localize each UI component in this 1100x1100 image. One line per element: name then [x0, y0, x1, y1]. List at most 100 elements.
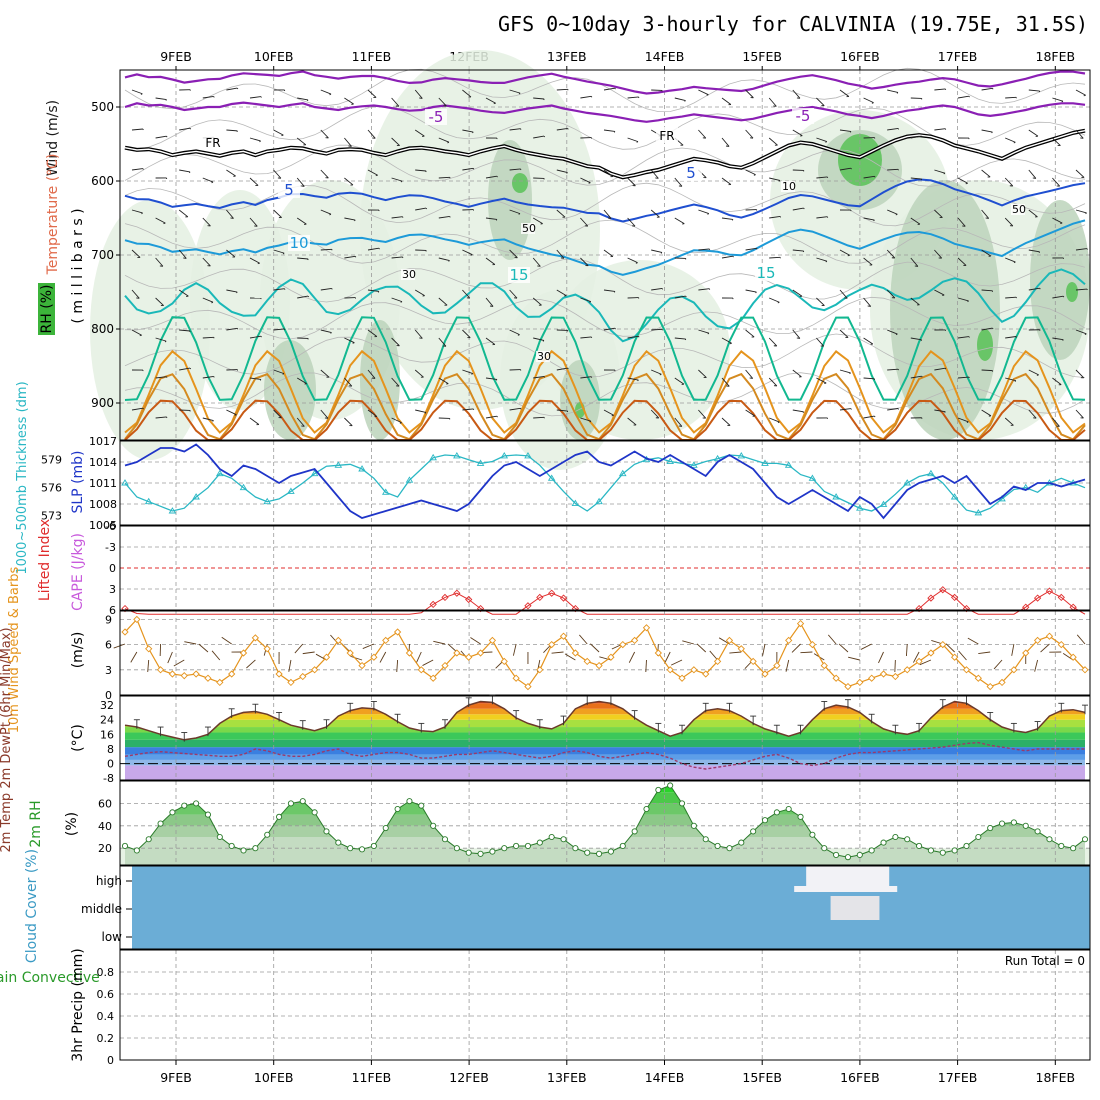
lifted-index-marker	[1057, 593, 1065, 602]
wind10m-marker	[915, 657, 923, 666]
temp-band	[125, 754, 1085, 760]
thickness-marker	[974, 508, 983, 516]
lifted-index-marker	[548, 589, 556, 597]
wind-barb	[651, 369, 662, 375]
date-label-bottom: 10FEB	[254, 1070, 294, 1085]
ylabel-temp2m-units: (°C)	[70, 724, 86, 752]
wind-barb	[674, 417, 683, 427]
wind-barb	[556, 409, 568, 412]
wind-barb	[1028, 249, 1040, 253]
wind-barb	[839, 167, 851, 171]
wind10m-barb	[838, 643, 849, 653]
li-tick: 0	[109, 562, 116, 575]
wind10m-marker	[583, 657, 591, 666]
wind-barb-flag	[354, 219, 356, 222]
wind10m-marker	[370, 653, 378, 661]
wind-barb	[792, 207, 804, 211]
wind-barb-flag	[449, 216, 451, 218]
rh2m-line	[124, 784, 1086, 858]
wind-barb	[792, 369, 802, 378]
wind10m-marker	[820, 661, 828, 670]
wind-barb	[226, 87, 238, 91]
lifted-index-marker	[453, 589, 461, 597]
wind-barb	[485, 415, 497, 419]
wind-barb	[226, 129, 238, 132]
wind-barb	[344, 177, 354, 186]
wind-barb	[179, 367, 191, 371]
wind-barb	[1052, 337, 1064, 341]
wind-barb	[934, 249, 943, 259]
rh2m-marker	[335, 839, 342, 846]
wind-barb	[202, 375, 214, 379]
wind-barb	[650, 409, 660, 419]
wind-barb	[1028, 89, 1040, 92]
temp2m-tick: 32	[100, 699, 114, 712]
wind-barb-flag	[921, 375, 923, 378]
temp-band-group	[125, 701, 1085, 780]
date-label-top: 18FEB	[1036, 49, 1076, 64]
wind-barb	[627, 96, 639, 99]
rh2m-grid	[120, 781, 1090, 865]
wind-barb	[155, 97, 167, 101]
rh2m-marker	[702, 836, 709, 843]
wind10m-barb	[791, 643, 801, 653]
wind-barb	[934, 88, 946, 91]
lifted-index-marker	[441, 593, 449, 602]
rh2m-marker	[370, 842, 377, 850]
pressure-ticks: 500 600 700 800 900	[91, 100, 120, 410]
temp-band	[125, 739, 1085, 748]
wind-barb-flag	[1060, 222, 1063, 225]
wind-barb-flag	[377, 291, 380, 293]
wind-barb	[674, 337, 686, 340]
wind-barb	[155, 297, 164, 306]
thickness-marker	[358, 465, 366, 472]
wind-barb-flag	[707, 332, 710, 335]
wind-barb	[344, 337, 355, 344]
thickness-marker	[263, 497, 272, 505]
ylabel-thickness: 1000~500mb Thickness (dm)	[15, 381, 30, 574]
rh2m-marker	[157, 820, 164, 827]
rh2m-marker	[844, 854, 852, 861]
wind-barb-flag	[729, 342, 732, 345]
contour-label: 50	[522, 222, 536, 235]
wind-barb	[1052, 417, 1060, 427]
wind-barb	[297, 97, 309, 101]
wind10m-barb	[762, 643, 766, 656]
wind10m-marker	[713, 657, 722, 666]
wind10m-barb	[294, 643, 304, 654]
wind-barb	[414, 369, 424, 378]
wind-barb-flag	[614, 327, 616, 330]
wind-barb	[698, 288, 710, 291]
wind10m-barb	[645, 659, 647, 673]
wind-barb	[698, 248, 710, 251]
wind-barb	[1028, 287, 1040, 291]
wind-barb-flag	[566, 172, 568, 174]
wind-barb	[509, 128, 521, 131]
wind-barb	[910, 375, 922, 379]
cloud-level-label: low	[102, 930, 123, 944]
wind-barb-flag	[944, 367, 947, 370]
wind-barb	[438, 97, 447, 107]
rh2m-marker	[916, 842, 923, 850]
wind-barb	[981, 289, 993, 292]
wind-barb-flag	[895, 333, 898, 336]
thickness-tick: 573	[41, 510, 62, 523]
wind10m-marker	[192, 670, 200, 678]
wind-barb	[462, 129, 474, 133]
contour-label: 30	[402, 268, 416, 281]
wind10m-barb	[1076, 634, 1086, 645]
wind-barb-flag	[495, 379, 498, 381]
wind-barb	[344, 217, 356, 221]
wind-barb	[131, 168, 143, 171]
wind-barb-flag	[849, 131, 852, 133]
wind-barb	[391, 256, 403, 259]
cape-ticks: -6 -3 0 3 6	[105, 520, 116, 617]
wind-barb-flag	[849, 372, 851, 375]
wind-barb	[792, 409, 804, 413]
wind-barb	[367, 129, 376, 139]
wind-barb	[674, 217, 685, 225]
wind-barb	[391, 417, 402, 424]
wind-barb	[745, 289, 757, 293]
wind-barb	[816, 97, 825, 107]
wind10m-barb	[945, 643, 955, 653]
